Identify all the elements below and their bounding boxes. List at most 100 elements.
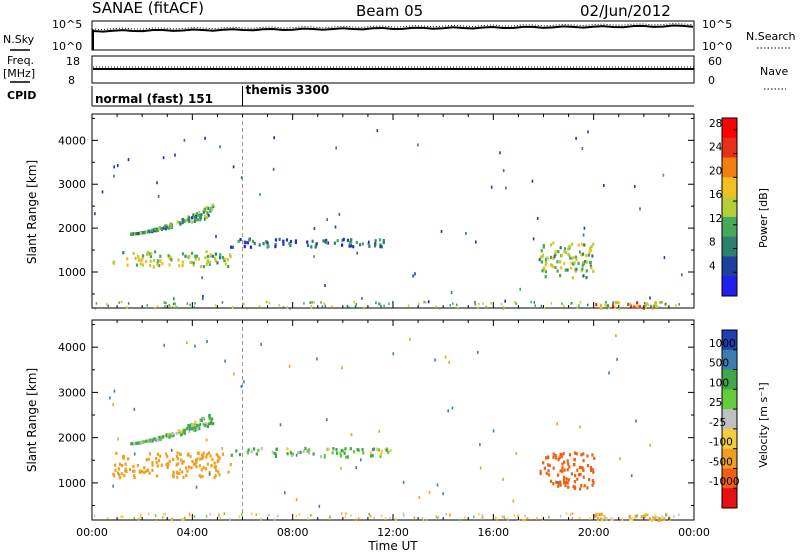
station-title: SANAE (fitACF) (92, 0, 204, 17)
echo-cell (206, 340, 208, 343)
echo-cell (174, 302, 176, 305)
echo-cell (143, 466, 146, 470)
cpid-label: CPID (7, 89, 36, 102)
echo-cell (194, 428, 197, 432)
echo-cell (181, 518, 183, 521)
echo-cell (118, 462, 122, 466)
echo-cell (149, 230, 152, 234)
echo-cell (207, 206, 210, 210)
echo-cell (678, 513, 680, 517)
x-axis-label: Time UT (367, 539, 418, 553)
echo-cell (549, 255, 553, 259)
echo-cell (286, 452, 289, 456)
echo-cell (167, 463, 170, 467)
echo-cell (166, 225, 169, 229)
colorbar-segment (722, 177, 737, 198)
echo-cell (140, 440, 143, 444)
echo-cell (363, 306, 365, 310)
echo-cell (211, 457, 214, 462)
echo-cell (109, 396, 111, 400)
echo-cell (194, 216, 197, 220)
echo-cell (190, 466, 193, 470)
echo-cell (482, 515, 484, 519)
echo-cell (186, 218, 189, 222)
echo-cell (577, 261, 580, 265)
echo-cell (151, 468, 154, 472)
echo-cell (630, 474, 633, 478)
echo-cell (541, 253, 545, 257)
echo-cell (188, 216, 191, 220)
echo-feature (230, 446, 392, 459)
echo-cell (367, 242, 370, 246)
echo-cell (375, 301, 377, 305)
echo-cell (589, 468, 593, 473)
echo-cell (274, 245, 277, 249)
power-frame (91, 113, 695, 309)
echo-feature (112, 451, 232, 480)
echo-cell (211, 254, 215, 258)
echo-cell (439, 307, 441, 310)
echo-cell (124, 467, 127, 471)
echo-cell (360, 458, 362, 462)
echo-cell (309, 301, 312, 304)
echo-cell (369, 451, 372, 455)
nsky-tick-bottom: 10^0 (52, 40, 82, 53)
echo-cell (268, 301, 271, 305)
colorbar-segment (722, 137, 737, 159)
echo-cell (477, 350, 479, 354)
freq-tick-top: 18 (66, 55, 80, 68)
echo-cell (302, 449, 305, 453)
echo-cell (112, 484, 114, 488)
echo-cell (444, 355, 447, 359)
echo-cell (311, 239, 314, 243)
echo-cell (288, 242, 291, 246)
echo-cell (159, 254, 162, 258)
echo-cell (165, 463, 168, 467)
echo-cell (130, 442, 133, 446)
echo-cell (205, 515, 208, 518)
echo-cell (139, 231, 143, 235)
echo-cell (193, 306, 196, 309)
colorbar-segment (722, 369, 737, 390)
echo-cell (543, 268, 546, 272)
echo-cell (519, 287, 521, 291)
echo-cell (585, 269, 588, 273)
echo-cell (171, 432, 174, 436)
echo-cell (475, 240, 477, 244)
echo-cell (326, 418, 328, 422)
echo-cell (163, 513, 165, 516)
y-tick-label: 1000 (58, 266, 86, 279)
echo-cell (562, 478, 565, 482)
echo-cell (635, 515, 638, 518)
echo-cell (209, 209, 212, 213)
echo-cell (188, 254, 191, 259)
echo-cell (204, 217, 206, 221)
echo-cell (218, 256, 222, 260)
echo-cell (592, 242, 595, 246)
echo-cell (202, 210, 205, 214)
echo-cell (565, 480, 568, 484)
echo-cell (585, 275, 588, 280)
echo-cell (249, 245, 252, 249)
echo-cell (176, 462, 179, 466)
echo-cell (101, 190, 104, 194)
echo-cell (362, 242, 364, 246)
echo-cell (146, 439, 149, 443)
echo-cell (215, 468, 218, 472)
echo-cell (176, 451, 179, 455)
echo-cell (117, 164, 119, 168)
echo-cell (564, 484, 567, 488)
echo-cell (185, 466, 188, 470)
echo-cell (239, 238, 242, 242)
echo-cell (153, 437, 156, 441)
colorbar-tick-label: 20 (709, 165, 722, 177)
echo-cell (185, 473, 188, 477)
echo-cell (313, 301, 315, 304)
echo-cell (184, 219, 188, 223)
echo-cell (149, 259, 152, 263)
echo-cell (576, 468, 579, 472)
echo-cell (194, 344, 196, 348)
echo-cell (216, 261, 219, 265)
echo-cell (149, 264, 152, 268)
echo-cell (159, 437, 163, 441)
